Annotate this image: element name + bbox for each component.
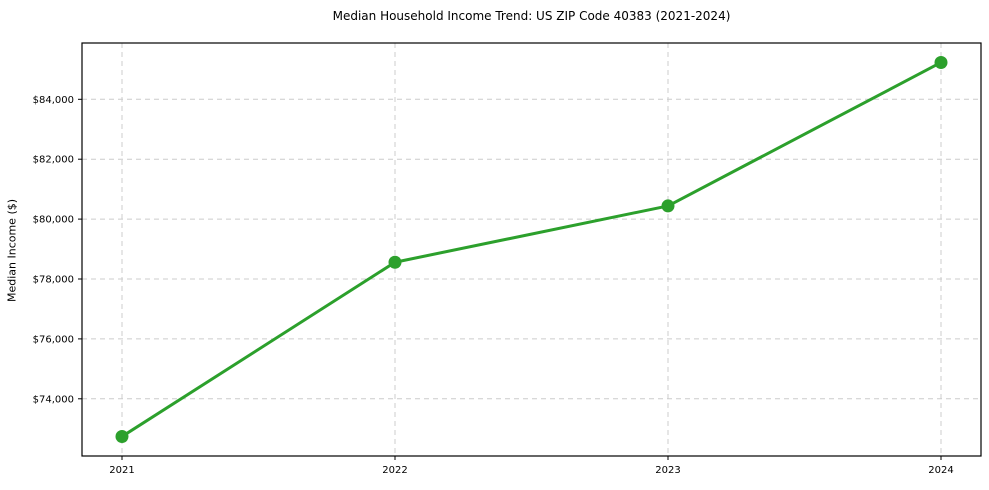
chart-title: Median Household Income Trend: US ZIP Co… <box>332 9 731 23</box>
data-point-2022 <box>388 255 402 269</box>
x-tick-label: 2023 <box>655 465 680 476</box>
x-tick-label: 2022 <box>382 465 407 476</box>
y-tick-label: $74,000 <box>33 394 74 405</box>
y-tick-label: $84,000 <box>33 95 74 106</box>
data-point-2024 <box>934 55 948 69</box>
data-point-2023 <box>661 199 675 213</box>
trend-line <box>120 60 943 439</box>
x-tick-label: 2021 <box>109 465 134 476</box>
y-tick-label: $80,000 <box>33 215 74 226</box>
y-tick-label: $78,000 <box>33 275 74 286</box>
plot-border <box>81 42 982 457</box>
y-axis-title: Median Income ($) <box>5 198 19 303</box>
data-point-2021 <box>115 430 129 444</box>
x-tick-label: 2024 <box>928 465 953 476</box>
y-tick-label: $76,000 <box>33 334 74 345</box>
y-tick-label: $82,000 <box>33 155 74 166</box>
